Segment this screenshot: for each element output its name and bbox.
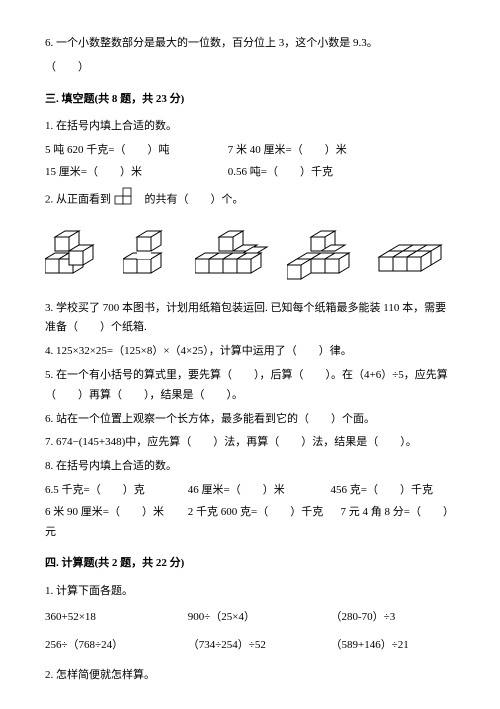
s3-q1-r2b: 0.56 吨=（ ）千克: [228, 166, 333, 178]
s3-q8-row1: 6.5 千克=（ ）克 46 厘米=（ ）米 456 克=（ ）千克: [45, 481, 455, 501]
section-3-title: 三. 填空题(共 8 题，共 23 分): [45, 90, 455, 110]
s3-q2-text-a: 2. 从正面看到: [45, 193, 111, 205]
s3-q8: 8. 在括号内填上合适的数。: [45, 457, 455, 477]
cube-figure-2: [123, 229, 183, 285]
s3-q1-r1b: 7 米 40 厘米=（ ）米: [228, 144, 347, 156]
s4-q1-row1: 360+52×18 900÷（25×4） （280-70）÷3: [45, 608, 455, 628]
s4-q1-r2b: （734÷254）÷52: [188, 636, 328, 656]
inline-cubes-icon: [114, 187, 142, 213]
s4-q1-r1b: 900÷（25×4）: [188, 608, 328, 628]
s3-q8-row2: 6 米 90 厘米=（ ）米 2 千克 600 克=（ ）千克 7 元 4 角 …: [45, 503, 455, 543]
s3-q4: 4. 125×32×25=（125×8）×（4×25），计算中运用了（ ）律。: [45, 342, 455, 362]
s4-q1-r1c: （280-70）÷3: [331, 611, 396, 623]
question-6-line2: （ ）: [45, 58, 455, 78]
s4-q1-r2a: 256÷（768÷24）: [45, 636, 185, 656]
cube-figure-3: [195, 229, 275, 285]
s3-q2-text-b: 的共有（ ）个。: [145, 193, 244, 205]
s3-q8-r2b: 2 千克 600 克=（ ）千克: [188, 503, 338, 523]
cubes-figures-row: [45, 225, 455, 285]
s3-q8-r1c: 456 克=（ ）千克: [331, 484, 433, 496]
cube-figure-5: [375, 239, 455, 285]
s3-q7: 7. 674−(145+348)中，应先算（ ）法，再算（ ）法，结果是（ ）。: [45, 433, 455, 453]
question-6-line1: 6. 一个小数整数部分是最大的一位数，百分位上 3，这个小数是 9.3。: [45, 34, 455, 54]
cube-figure-1: [45, 225, 111, 285]
s4-q2: 2. 怎样简便就怎样算。: [45, 666, 455, 686]
s4-q1-r2c: （589+146）÷21: [331, 639, 409, 651]
s4-q1-r1a: 360+52×18: [45, 608, 185, 628]
s3-q8-r1a: 6.5 千克=（ ）克: [45, 481, 185, 501]
section-4-title: 四. 计算题(共 2 题，共 22 分): [45, 554, 455, 574]
s3-q5: 5. 在一个有小括号的算式里，要先算（ ），后算（ ）。在（4+6）÷5，应先算…: [45, 366, 455, 406]
s3-q6: 6. 站在一个位置上观察一个长方体，最多能看到它的（ ）个面。: [45, 410, 455, 430]
s4-q1-row2: 256÷（768÷24） （734÷254）÷52 （589+146）÷21: [45, 636, 455, 656]
s3-q1-r2a: 15 厘米=（ ）米: [45, 163, 225, 183]
s3-q3: 3. 学校买了 700 本图书，计划用纸箱包装运回. 已知每个纸箱最多能装 11…: [45, 299, 455, 339]
s3-q1-row1: 5 吨 620 千克=（ ）吨 7 米 40 厘米=（ ）米: [45, 141, 455, 161]
s3-q8-r1b: 46 厘米=（ ）米: [188, 481, 328, 501]
cube-figure-4: [287, 229, 363, 285]
page-content: 6. 一个小数整数部分是最大的一位数，百分位上 3，这个小数是 9.3。 （ ）…: [0, 0, 500, 709]
s3-q1: 1. 在括号内填上合适的数。: [45, 117, 455, 137]
s4-q1: 1. 计算下面各题。: [45, 582, 455, 602]
s3-q1-row2: 15 厘米=（ ）米 0.56 吨=（ ）千克: [45, 163, 455, 183]
s3-q1-r1a: 5 吨 620 千克=（ ）吨: [45, 141, 225, 161]
s3-q2: 2. 从正面看到 的共有（ ）个。: [45, 187, 455, 213]
s3-q8-r2a: 6 米 90 厘米=（ ）米: [45, 503, 185, 523]
